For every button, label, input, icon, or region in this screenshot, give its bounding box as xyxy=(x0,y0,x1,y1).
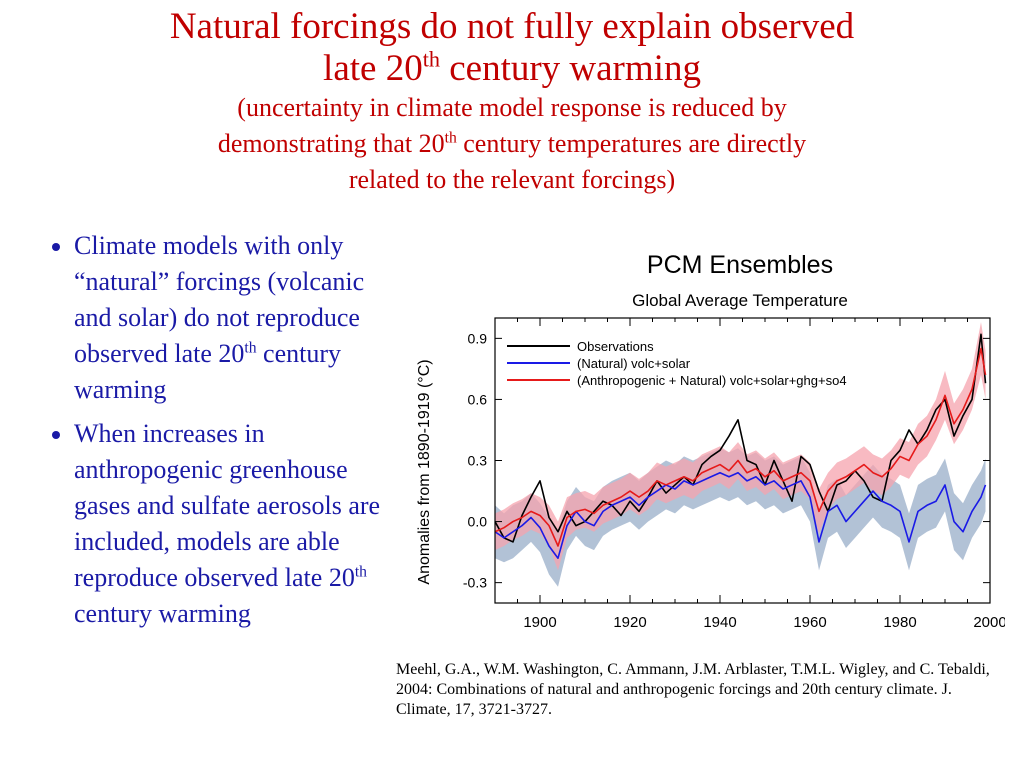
title-line-2: late 20th century warming xyxy=(0,48,1024,90)
chart-subtitle: Global Average Temperature xyxy=(632,291,848,310)
uncertainty-band-anthro xyxy=(495,322,986,571)
x-tick-label: 1940 xyxy=(703,614,736,631)
bullet-1-sup: th xyxy=(244,339,257,357)
subtitle-line-2-sup: th xyxy=(444,129,457,147)
citation: Meehl, G.A., W.M. Washington, C. Ammann,… xyxy=(396,661,990,718)
title-line-2-sup: th xyxy=(422,46,440,72)
chart-axes: -0.3 0.0 0.3 0.6 0.9 1900 1920 1940 1960 1980 2000 xyxy=(463,317,1005,631)
bullet-item: When increases in anthropogenic greenhou… xyxy=(74,416,398,632)
x-tick-label: 1960 xyxy=(793,614,826,631)
x-tick-label: 1980 xyxy=(883,614,916,631)
y-tick-label: 0.3 xyxy=(468,453,488,469)
bullet-1-pre: Climate models with only “natural” forci… xyxy=(74,231,365,368)
title-line-2-post: century warming xyxy=(439,48,701,89)
title-line-1: Natural forcings do not fully explain ob… xyxy=(169,6,855,47)
bullet-2-pre: When increases in anthropogenic greenhou… xyxy=(74,419,381,592)
title-line-2-pre: late 20 xyxy=(323,48,423,89)
anthro-natural-line xyxy=(494,347,987,547)
bullet-list: Climate models with only “natural” forci… xyxy=(38,228,398,640)
y-tick-label: 0.6 xyxy=(468,391,488,407)
y-tick-label: 0.9 xyxy=(468,330,488,346)
x-tick-label: 1920 xyxy=(613,614,646,631)
legend-entry: Observations xyxy=(577,339,654,354)
bullet-1-post: century warming xyxy=(74,339,341,404)
legend-entry: (Natural) volc+solar xyxy=(577,356,691,371)
bullet-2-sup: th xyxy=(354,563,367,581)
chart-title: PCM Ensembles xyxy=(647,251,833,279)
uncertainty-bands xyxy=(495,322,986,587)
y-axis-label: Anomalies from 1890-1919 (°C) xyxy=(416,359,433,584)
temperature-chart: PCM Ensembles Global Average Temperature… xyxy=(416,251,1005,631)
subtitle-line-2-pre: demonstrating that 20 xyxy=(217,129,445,158)
slide-title: Natural forcings do not fully explain ob… xyxy=(0,6,1024,198)
subtitle-line-1: (uncertainty in climate model response i… xyxy=(237,93,787,122)
series-lines xyxy=(494,333,987,560)
subtitle-line-2: demonstrating that 20th century temperat… xyxy=(0,126,1024,162)
observations-line xyxy=(494,333,987,543)
legend-entry: (Anthropogenic + Natural) volc+solar+ghg… xyxy=(577,373,847,388)
bullet-item: Climate models with only “natural” forci… xyxy=(74,228,398,408)
x-tick-label: 2000 xyxy=(973,614,1005,631)
chart-legend: Observations (Natural) volc+solar (Anthrop… xyxy=(507,339,847,388)
subtitle-line-3: related to the relevant forcings) xyxy=(348,165,676,194)
bullet-2-post: century warming xyxy=(74,599,251,628)
y-tick-label: -0.3 xyxy=(463,575,487,591)
y-tick-label: 0.0 xyxy=(468,514,488,530)
natural-line xyxy=(494,471,987,560)
subtitle-line-2-post: century temperatures are directly xyxy=(456,129,807,158)
x-tick-label: 1900 xyxy=(523,614,556,631)
